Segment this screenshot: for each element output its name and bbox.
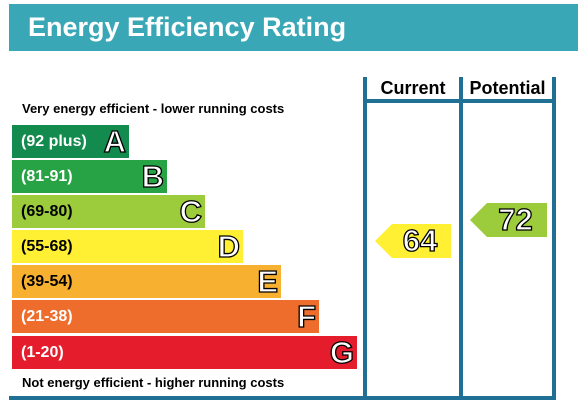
potential-rating-arrow: 72 [470,202,547,237]
band-c: (69-80) C [12,193,205,230]
band-g: (1-20) G [12,334,357,371]
band-letter: E [257,263,279,299]
band-range-label: (55-68) [21,238,73,255]
potential-rating-value: 72 [498,202,534,237]
frame-divider-right [552,77,556,398]
current-arrow-shape [375,224,451,258]
band-letter: F [296,298,316,334]
current-rating-arrow: 64 [375,223,451,258]
bottom-note: Not energy efficient - higher running co… [22,375,285,390]
title-bar: Energy Efficiency Rating [9,4,578,51]
band-letter: A [103,123,127,159]
band-range-label: (1-20) [21,344,64,361]
current-rating-value: 64 [402,223,438,258]
potential-column-header: Potential [469,78,546,98]
band-a: (92 plus) A [12,123,129,160]
band-b: (81-91) B [12,158,167,195]
frame-divider-left [363,77,367,398]
current-column-header: Current [380,78,446,98]
frame-header-rule [363,99,556,103]
band-range-label: (21-38) [21,308,73,325]
frame-divider-middle [459,77,463,398]
band-range-label: (92 plus) [21,133,87,150]
band-e: (39-54) E [12,263,281,300]
band-range-label: (81-91) [21,168,73,185]
potential-arrow-shape [470,203,547,237]
page-title: Energy Efficiency Rating [28,12,347,42]
band-letter: B [141,158,165,194]
band-range-label: (39-54) [21,273,73,290]
band-f: (21-38) F [12,298,319,335]
band-letter: C [179,193,203,229]
top-note: Very energy efficient - lower running co… [22,101,285,116]
frame-bottom-rule [9,396,556,400]
band-letter: G [329,334,354,370]
band-letter: D [217,228,241,264]
band-d: (55-68) D [12,228,243,265]
band-range-label: (69-80) [21,203,73,220]
